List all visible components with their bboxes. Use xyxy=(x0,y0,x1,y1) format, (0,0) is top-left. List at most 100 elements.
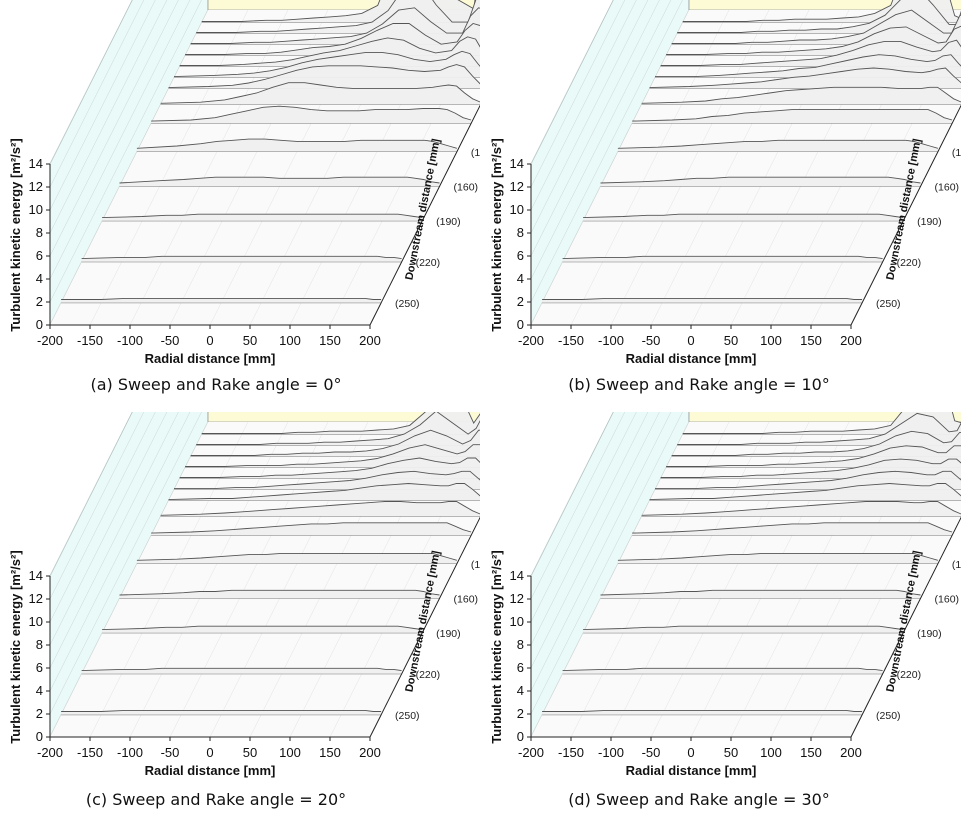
panel-b-y-tick-label: 2 xyxy=(517,294,524,309)
panel-b-x-tick-label: 0 xyxy=(687,333,694,348)
panel-d-depth-tick-label: (250) xyxy=(876,710,901,722)
panel-a-series-fill xyxy=(61,298,382,303)
panel-c-floor-grid-line xyxy=(129,421,289,738)
panel-b-series-fill xyxy=(617,140,938,152)
panel-c-y-axis-label: Turbulent kinetic energy [m²/s²] xyxy=(8,550,23,743)
panel-a-series-fill xyxy=(136,139,457,152)
panel-c-series-line xyxy=(61,709,382,712)
panel-a-series-line xyxy=(136,138,458,149)
panel-b-series-fill xyxy=(632,109,953,124)
panel-d-floor-grid-line xyxy=(570,421,730,738)
panel-a-x-tick-label: 100 xyxy=(279,333,301,348)
panel-a-floor-grid-line xyxy=(89,9,249,326)
panel-a-depth-tick-label: (130) xyxy=(471,147,480,159)
panel-b-depth-tick-label: (250) xyxy=(876,298,901,310)
panel-a-series-line xyxy=(160,82,480,104)
panel-d-depth-axis-line xyxy=(850,516,961,738)
panel-a-series-line xyxy=(201,0,476,22)
panel-c-x-tick-label: 200 xyxy=(359,745,381,760)
panel-b-y-tick-label: 0 xyxy=(517,317,524,332)
panel-c-series-fill xyxy=(151,522,472,536)
panel-b-series-line xyxy=(641,86,961,104)
panel-c-series-line xyxy=(185,444,480,467)
panel-d-floor-grid-line xyxy=(610,421,770,738)
panel-d-series-line xyxy=(649,483,961,501)
panel-b-side-grid-line xyxy=(530,0,614,165)
panel-b-floor-grid-line xyxy=(530,9,690,326)
panel-c-y-tick-label: 12 xyxy=(29,591,43,606)
panel-c-series-line xyxy=(179,457,480,478)
panel-b-x-tick-label: 50 xyxy=(724,333,738,348)
panel-d-series-line xyxy=(583,625,904,631)
panel-d-x-tick-label: 0 xyxy=(687,745,694,760)
panel-c-y-tick-label: 2 xyxy=(36,706,43,721)
panel-b-side-grid-line xyxy=(530,0,626,188)
panel-b-y-tick-label: 10 xyxy=(510,202,524,217)
panel-c-side-grid-line xyxy=(49,412,168,646)
panel-a-x-tick-label: -100 xyxy=(117,333,143,348)
panel-c-series-line xyxy=(190,429,480,456)
panel-a-y-tick-label: 14 xyxy=(29,156,43,171)
panel-a-series-line xyxy=(196,0,477,33)
panel-b-series-line xyxy=(632,109,953,122)
panel-c-y-tick-label: 10 xyxy=(29,614,43,629)
panel-c-depth-tick-label: (190) xyxy=(436,628,461,640)
panel-d-series-fill xyxy=(583,626,904,634)
panel-a-depth-tick-label: (190) xyxy=(436,216,461,228)
panel-d-y-tick-label: 4 xyxy=(517,683,524,698)
panel-a-x-tick-label: 50 xyxy=(243,333,257,348)
panel-b-y-tick-label: 14 xyxy=(510,156,524,171)
panel-a-floor-grid-line xyxy=(129,9,289,326)
panel-c-x-tick-label: -100 xyxy=(117,745,143,760)
panel-a-series-line xyxy=(151,105,472,122)
panel-d-series-fill xyxy=(677,413,961,446)
panel-c-y-tick-label: 8 xyxy=(36,637,43,652)
panel-b-x-tick-label: -100 xyxy=(598,333,624,348)
panel-c-series-line xyxy=(136,552,458,561)
panel-d-series-line xyxy=(666,445,961,467)
panel-b-x-tick-label: 200 xyxy=(840,333,862,348)
panel-d-x-tick-label: -50 xyxy=(642,745,661,760)
panel-a-x-tick-label: -150 xyxy=(77,333,103,348)
panel-a-series-fill xyxy=(119,177,440,187)
panel-b-x-tick-label: 150 xyxy=(800,333,822,348)
panel-d-x-tick-label: -150 xyxy=(558,745,584,760)
panel-b-series-fill xyxy=(542,298,863,303)
panel-d-side-grid-line xyxy=(530,412,626,600)
panel-d-series-line xyxy=(617,552,939,561)
panel-a-depth-axis-line xyxy=(369,104,480,326)
panel-d-y-tick-label: 12 xyxy=(510,591,524,606)
panel-d-y-axis-label: Turbulent kinetic energy [m²/s²] xyxy=(489,550,504,743)
panel-a-side-grid-line xyxy=(49,0,191,280)
panel-a-side-grid-line xyxy=(49,0,133,165)
panel-d-y-tick-label: 14 xyxy=(510,568,524,583)
panel-a-y-tick-label: 6 xyxy=(36,248,43,263)
panel-b-floor-grid-line xyxy=(570,9,730,326)
panel-d-series-fill xyxy=(682,412,961,435)
panel-c-series-line xyxy=(196,412,480,445)
panel-d-x-axis-label: Radial distance [mm] xyxy=(626,763,757,778)
panel-c-series-line xyxy=(151,522,472,534)
panel-d-chart: (5)(10)(20)(30)(40)(50)(60)(80)(100)(130… xyxy=(489,412,961,778)
panel-d-side-grid-line xyxy=(530,412,649,646)
panel-b-side-grid-line xyxy=(530,0,660,257)
panel-c-series-fill xyxy=(81,668,402,674)
panel-a-x-tick-label: -50 xyxy=(161,333,180,348)
panel-c-chart: (5)(10)(20)(30)(40)(50)(60)(80)(100)(130… xyxy=(8,412,480,778)
panel-a-floor-grid-line xyxy=(49,9,209,326)
panel-d-side-grid-line xyxy=(530,412,683,715)
panel-d-y-tick-label: 10 xyxy=(510,614,524,629)
panel-c-series-line xyxy=(168,483,480,501)
panel-d-series-line xyxy=(641,501,961,516)
panel-d-side-grid-line xyxy=(530,412,637,623)
panel-d-side-grid-line xyxy=(530,412,672,692)
panel-c-side-grid-line xyxy=(49,412,191,692)
panel-b-depth-tick-label: (130) xyxy=(952,147,961,159)
panel-c-side-grid-line xyxy=(49,412,156,623)
caption-a: (a) Sweep and Rake angle = 0° xyxy=(90,375,342,394)
panel-c-series-fill xyxy=(196,412,480,446)
panel-c-side-grid-line xyxy=(49,412,133,577)
panel-a-x-axis-label: Radial distance [mm] xyxy=(145,351,276,366)
panel-c-series-line xyxy=(102,625,423,631)
panel-a-x-tick-label: 0 xyxy=(206,333,213,348)
